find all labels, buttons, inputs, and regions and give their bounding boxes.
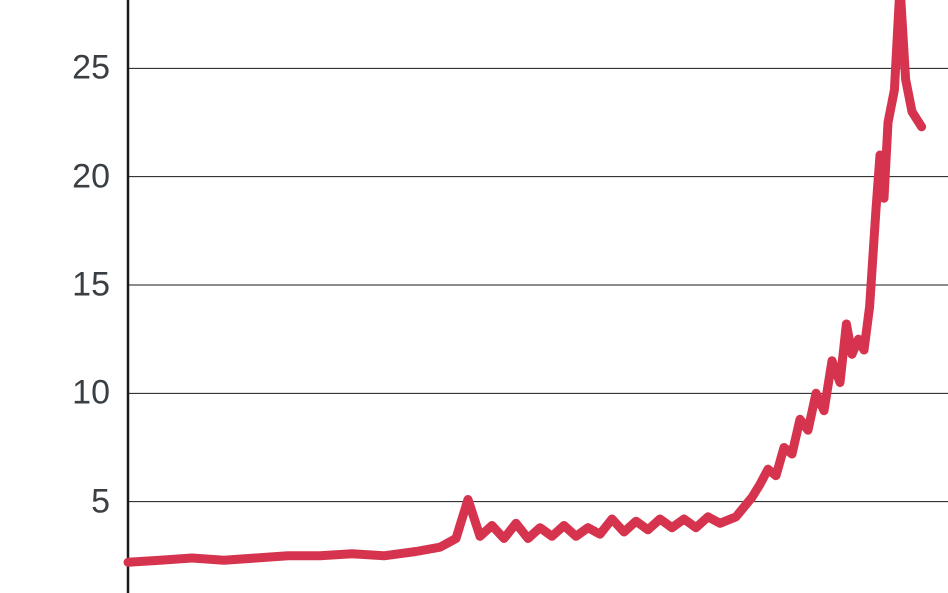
y-tick-label: 15: [0, 266, 110, 305]
line-chart: 5 10 15 20 25: [0, 0, 948, 593]
y-tick-label: 20: [0, 157, 110, 196]
y-tick-label: 10: [0, 374, 110, 413]
chart-canvas: [0, 0, 948, 593]
y-tick-label: 5: [0, 482, 110, 521]
y-tick-label: 25: [0, 49, 110, 88]
